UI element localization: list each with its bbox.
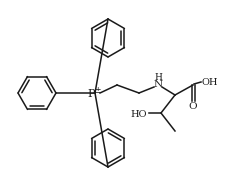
- Text: O: O: [189, 102, 197, 110]
- Text: H: H: [154, 73, 162, 82]
- Text: OH: OH: [202, 78, 218, 87]
- Text: HO: HO: [131, 110, 147, 119]
- Text: N: N: [153, 80, 163, 88]
- Text: P$^{\!\pm}$: P$^{\!\pm}$: [87, 85, 103, 101]
